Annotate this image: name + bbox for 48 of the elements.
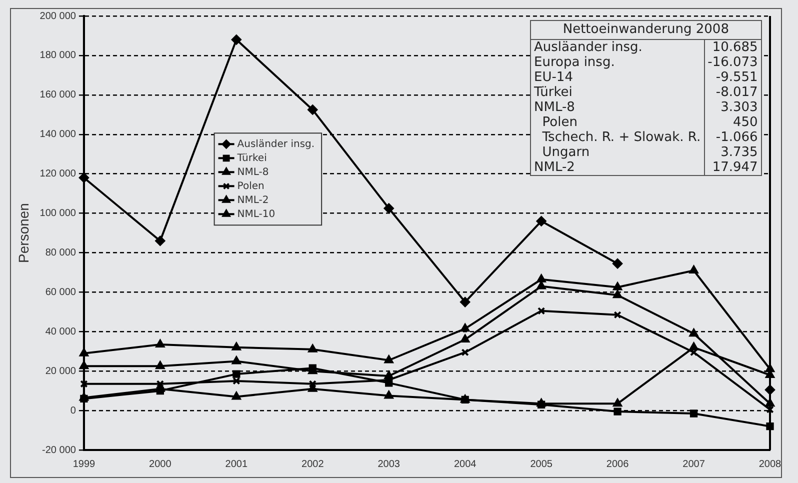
y-tick-label: -20 000 (42, 444, 76, 456)
annotation: -1.066 (704, 130, 762, 145)
annotation: EU-14 (533, 70, 574, 85)
y-tick-label: 180 000 (40, 50, 76, 62)
annotation: -16.073 (704, 55, 762, 70)
annotation: -8.017 (704, 85, 762, 100)
legend-label: Polen (237, 180, 264, 192)
y-tick-label: 20 000 (45, 366, 76, 377)
annotation: Polen (541, 115, 578, 130)
annotation: 450 (704, 115, 762, 130)
annotation: Nettoeinwanderung 2008 (530, 20, 762, 40)
x-tick-label: 2007 (682, 458, 706, 470)
annotation: 3.735 (704, 145, 762, 160)
x-tick-label: 2001 (225, 458, 248, 470)
y-tick-label: 0 (70, 405, 76, 416)
x-tick-label: 2006 (606, 458, 630, 470)
x-tick-label: 2004 (454, 458, 477, 470)
annotation: Ungarn (541, 145, 591, 160)
x-tick-label: 2002 (302, 458, 324, 470)
annotation: Türkei (533, 85, 574, 100)
y-tick-label: 80 000 (45, 247, 76, 258)
x-tick-label: 1999 (72, 458, 96, 470)
annotation: -9.551 (704, 70, 762, 85)
annotation: NML-2 (533, 160, 576, 176)
legend-label: Türkei (236, 152, 267, 164)
legend-label: NML-10 (237, 208, 276, 220)
x-tick-label: 2008 (758, 458, 782, 470)
y-tick-label: 120 000 (40, 168, 76, 180)
legend-label: NML-2 (237, 194, 269, 206)
y-tick-label: 200 000 (40, 10, 76, 22)
annotation: Europa insg. (533, 55, 616, 70)
y-tick-label: 100 000 (40, 208, 76, 220)
y-tick-label: 160 000 (40, 90, 76, 101)
annotation: 17.947 (704, 160, 762, 176)
x-tick-label: 2005 (530, 458, 553, 470)
annotation: Ausläander insg. (533, 40, 644, 55)
y-tick-label: 60 000 (45, 286, 76, 298)
y-tick-label: 40 000 (45, 326, 76, 338)
y-tick-label: 140 000 (40, 129, 76, 140)
legend-label: Ausländer insg. (237, 138, 315, 150)
x-tick-label: 2003 (378, 458, 400, 470)
annotation: NML-8 (533, 100, 576, 115)
x-tick-label: 2000 (149, 458, 172, 470)
annotation: 3.303 (704, 100, 762, 115)
y-axis-title: Personen (15, 203, 32, 263)
legend-label: NML-8 (237, 166, 269, 178)
annotation: Tschech. R. + Slowak. R. (541, 130, 702, 145)
annotation: 10.685 (704, 40, 762, 55)
